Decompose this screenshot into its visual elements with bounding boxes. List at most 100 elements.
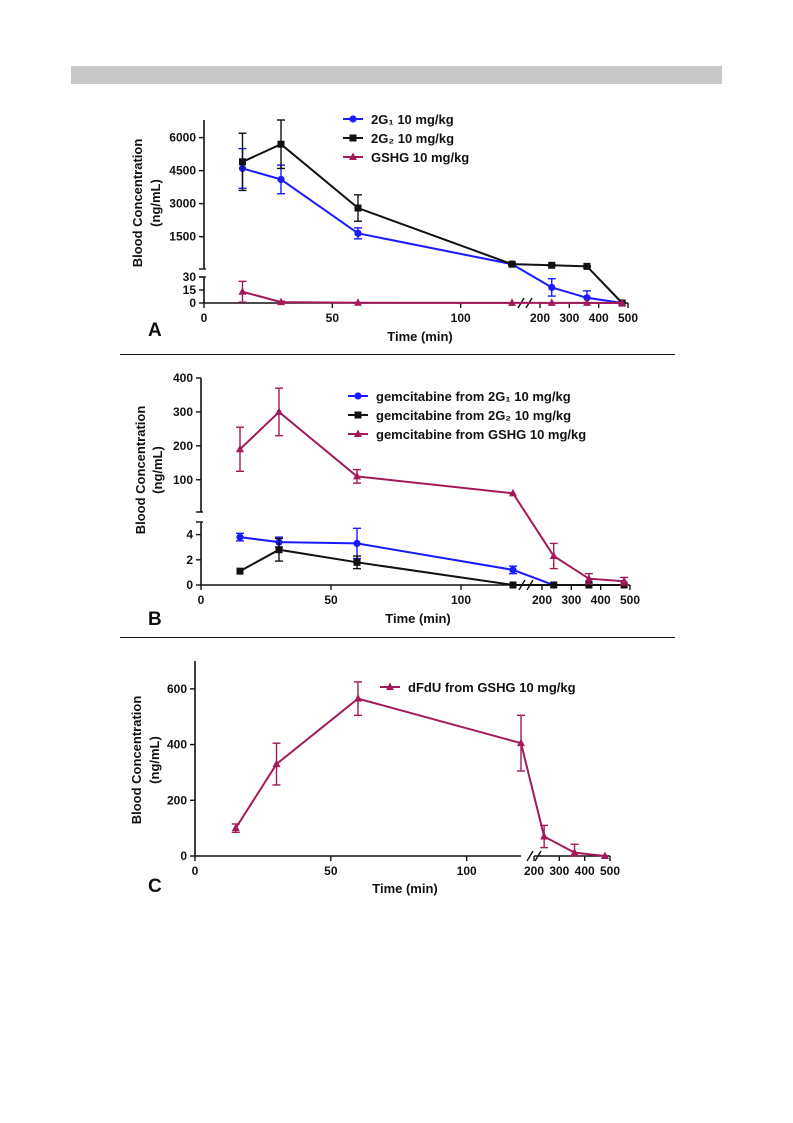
chart-panel-b: 0 50 100 200 300 400 500 0 2 4 100 200 300 400 Time (m… (133, 371, 640, 630)
data-point (354, 429, 362, 437)
y-axis-title: (ng/mL) (147, 736, 162, 784)
data-point (600, 851, 609, 859)
data-point (275, 407, 283, 415)
data-point (354, 204, 362, 212)
y-axis-title: (ng/mL) (150, 446, 165, 494)
legend-label: 2G₂ 10 mg/kg (371, 131, 454, 146)
legend-label: gemcitabine from 2G₂ 10 mg/kg (376, 408, 571, 423)
header-bar (71, 66, 722, 84)
data-point (583, 294, 591, 302)
y-tick-label: 300 (173, 405, 193, 419)
series-line (242, 143, 623, 304)
x-tick-label: 200 (532, 593, 552, 607)
data-point (354, 229, 362, 237)
data-point (236, 567, 244, 575)
data-point (549, 551, 558, 560)
series-line (234, 697, 606, 857)
x-tick-label: 300 (549, 864, 569, 878)
legend-label: gemcitabine from 2G₁ 10 mg/kg (376, 389, 571, 404)
x-axis-title: Time (min) (372, 881, 438, 896)
series-line (239, 548, 625, 586)
data-point (584, 574, 593, 582)
x-tick-label: 400 (591, 593, 611, 607)
data-series (238, 119, 626, 307)
y-tick-label: 0 (186, 578, 193, 592)
y-tick-label: 200 (173, 439, 193, 453)
data-point (354, 298, 362, 306)
data-point (585, 581, 593, 589)
data-series (231, 681, 609, 859)
data-point (277, 297, 285, 306)
chart-panel-c: 0 50 100 200 300 400 500 0 200 400 600 Time (min) Bl… (129, 661, 620, 897)
y-tick-label: 4 (186, 528, 193, 542)
data-point (239, 158, 246, 166)
data-point (353, 539, 361, 548)
data-point (550, 581, 558, 589)
data-point (517, 738, 525, 747)
legend-label: dFdU from GSHG 10 mg/kg (408, 680, 576, 695)
y-tick-label: 400 (173, 371, 193, 385)
data-point (570, 848, 579, 856)
x-tick-label: 0 (198, 593, 205, 607)
data-point (238, 287, 247, 295)
legend-item: dFdU from GSHG 10 mg/kg (380, 680, 576, 695)
x-tick-label: 400 (589, 311, 609, 325)
y-tick-label: 4500 (169, 164, 196, 178)
x-tick-label: 50 (326, 311, 340, 325)
legend-item: 2G₂ 10 mg/kg (343, 131, 454, 146)
y-axis-title: Blood Concentration (133, 406, 148, 535)
y-axis-title: (ng/mL) (148, 179, 163, 227)
panel-divider (120, 354, 675, 355)
x-tick-label: 100 (451, 311, 471, 325)
data-series (238, 280, 627, 306)
x-tick-label: 100 (451, 593, 471, 607)
y-tick-label: 3000 (169, 197, 196, 211)
data-point (548, 283, 556, 291)
y-tick-label: 400 (167, 738, 187, 752)
x-tick-label: 500 (620, 593, 640, 607)
y-axis-title: Blood Concentration (129, 696, 144, 825)
legend-item: gemcitabine from 2G₂ 10 mg/kg (348, 408, 571, 423)
legend-item: 2G₁ 10 mg/kg (343, 112, 454, 127)
chart-panel-a: 0 50 100 200 300 400 500015301500300045006000T… (130, 112, 638, 344)
data-point (236, 533, 244, 541)
data-point (509, 488, 517, 497)
series-line (239, 536, 555, 586)
data-point (272, 759, 281, 768)
data-point (354, 694, 362, 702)
x-tick-label: 300 (561, 593, 581, 607)
panel-label: B (148, 609, 162, 630)
data-point (540, 832, 549, 840)
data-point (547, 298, 556, 306)
data-point (275, 546, 283, 554)
y-tick-label: 0 (189, 296, 196, 310)
data-point (349, 152, 357, 160)
series-line (242, 290, 623, 304)
data-point (354, 411, 362, 419)
data-point (582, 298, 591, 306)
panel-divider (120, 637, 675, 638)
data-point (353, 558, 361, 566)
data-point (277, 175, 285, 184)
x-tick-label: 200 (524, 864, 544, 878)
data-point (509, 566, 517, 574)
x-tick-label: 500 (618, 311, 638, 325)
x-tick-label: 0 (192, 864, 199, 878)
data-point (508, 260, 516, 268)
data-series (236, 537, 628, 589)
legend-item: gemcitabine from 2G₁ 10 mg/kg (348, 389, 571, 404)
x-tick-label: 300 (559, 311, 579, 325)
data-point (508, 298, 516, 306)
data-series (236, 387, 629, 586)
x-tick-label: 400 (575, 864, 595, 878)
y-tick-label: 30 (183, 270, 197, 284)
x-tick-label: 50 (324, 864, 338, 878)
x-tick-label: 50 (324, 593, 338, 607)
data-point (353, 471, 361, 480)
x-tick-label: 500 (600, 864, 620, 878)
data-point (620, 576, 629, 585)
data-point (349, 115, 357, 123)
legend-label: gemcitabine from GSHG 10 mg/kg (376, 427, 586, 442)
x-axis-title: Time (min) (387, 329, 453, 344)
data-point (236, 444, 244, 453)
